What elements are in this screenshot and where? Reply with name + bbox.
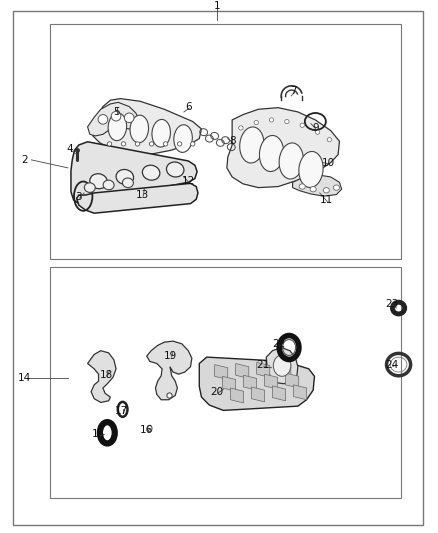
- Ellipse shape: [174, 125, 192, 152]
- Text: 17: 17: [115, 407, 128, 416]
- Text: 1: 1: [213, 2, 220, 11]
- Polygon shape: [293, 175, 342, 196]
- Polygon shape: [147, 341, 192, 400]
- Text: 10: 10: [322, 158, 335, 167]
- Ellipse shape: [327, 138, 332, 142]
- Polygon shape: [266, 348, 298, 384]
- Polygon shape: [223, 376, 236, 391]
- Ellipse shape: [315, 130, 320, 134]
- Ellipse shape: [240, 127, 264, 163]
- Polygon shape: [265, 374, 278, 389]
- Ellipse shape: [149, 142, 154, 146]
- Ellipse shape: [111, 111, 121, 121]
- Polygon shape: [227, 108, 339, 188]
- Text: 22: 22: [272, 339, 285, 349]
- Text: 8: 8: [229, 136, 236, 146]
- Polygon shape: [77, 183, 198, 213]
- Ellipse shape: [191, 142, 195, 146]
- Ellipse shape: [239, 126, 243, 130]
- Polygon shape: [88, 351, 116, 402]
- Ellipse shape: [121, 142, 126, 146]
- Text: 2: 2: [21, 155, 28, 165]
- Ellipse shape: [285, 119, 289, 124]
- Polygon shape: [88, 102, 140, 136]
- Ellipse shape: [123, 178, 133, 188]
- Ellipse shape: [90, 174, 107, 189]
- Ellipse shape: [300, 123, 304, 127]
- Text: 23: 23: [385, 299, 399, 309]
- Text: 13: 13: [136, 190, 149, 199]
- Polygon shape: [230, 388, 244, 403]
- Text: 3: 3: [75, 192, 82, 202]
- Ellipse shape: [333, 185, 339, 190]
- Ellipse shape: [166, 162, 184, 177]
- Ellipse shape: [108, 113, 127, 141]
- Text: 6: 6: [185, 102, 192, 111]
- Ellipse shape: [279, 143, 304, 179]
- Polygon shape: [71, 142, 197, 204]
- Polygon shape: [244, 375, 257, 390]
- Ellipse shape: [310, 187, 316, 192]
- Polygon shape: [93, 99, 201, 155]
- Ellipse shape: [269, 118, 274, 122]
- Text: 19: 19: [164, 351, 177, 360]
- Bar: [50, 24, 401, 259]
- Text: 14: 14: [18, 374, 31, 383]
- Text: 11: 11: [320, 195, 333, 205]
- Ellipse shape: [273, 355, 291, 376]
- Polygon shape: [236, 364, 249, 378]
- Ellipse shape: [142, 165, 160, 180]
- Text: 9: 9: [312, 123, 319, 133]
- Text: 5: 5: [113, 107, 120, 117]
- Ellipse shape: [152, 119, 170, 147]
- Ellipse shape: [299, 151, 323, 188]
- Ellipse shape: [98, 115, 108, 124]
- Polygon shape: [257, 362, 270, 377]
- Text: 16: 16: [140, 425, 153, 435]
- Polygon shape: [251, 387, 265, 402]
- Text: 24: 24: [385, 360, 399, 370]
- Ellipse shape: [116, 169, 134, 184]
- Text: 7: 7: [290, 86, 297, 95]
- Text: 18: 18: [100, 370, 113, 380]
- Ellipse shape: [130, 115, 148, 143]
- Text: 21: 21: [256, 360, 269, 370]
- Polygon shape: [293, 385, 307, 400]
- Polygon shape: [286, 373, 299, 388]
- Ellipse shape: [323, 188, 329, 193]
- Polygon shape: [272, 386, 286, 401]
- Text: 20: 20: [210, 387, 223, 397]
- Ellipse shape: [124, 113, 134, 123]
- Text: 15: 15: [92, 430, 105, 439]
- Polygon shape: [278, 361, 291, 376]
- Ellipse shape: [107, 142, 112, 146]
- Polygon shape: [215, 365, 228, 379]
- Bar: [50, 266, 401, 498]
- Ellipse shape: [177, 142, 182, 146]
- Ellipse shape: [103, 180, 114, 190]
- Ellipse shape: [135, 142, 140, 146]
- Polygon shape: [199, 357, 314, 410]
- Text: 4: 4: [67, 144, 74, 154]
- Ellipse shape: [259, 135, 284, 172]
- Ellipse shape: [254, 120, 258, 125]
- Ellipse shape: [299, 184, 305, 189]
- Ellipse shape: [163, 142, 168, 146]
- Ellipse shape: [85, 183, 95, 192]
- Text: 12: 12: [182, 176, 195, 186]
